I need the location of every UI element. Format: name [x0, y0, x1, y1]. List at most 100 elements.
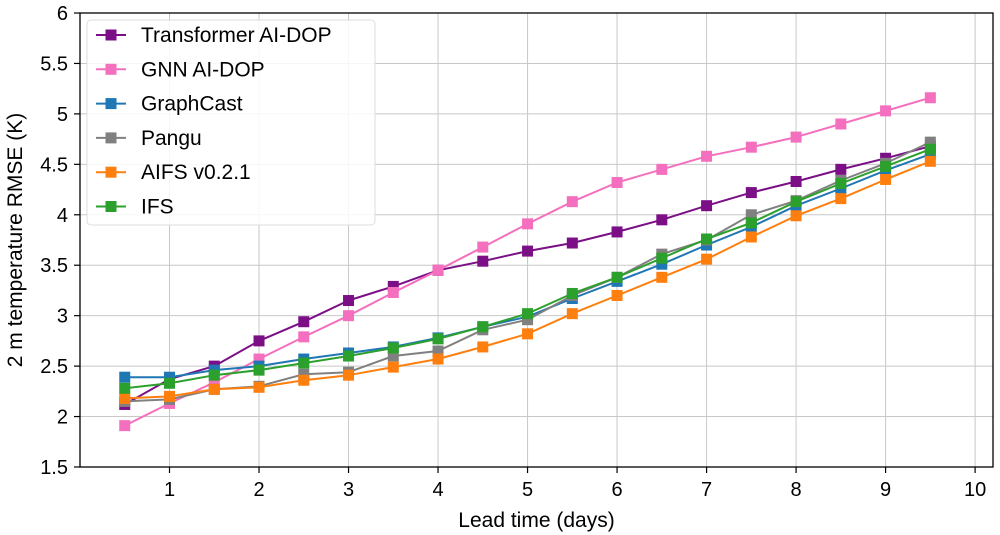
- data-point: [253, 381, 265, 393]
- data-point: [745, 141, 757, 153]
- legend: Transformer AI-DOP GNN AI-DOP GraphCast Pan…: [86, 19, 376, 226]
- data-point: [701, 253, 713, 265]
- data-point: [432, 345, 444, 357]
- data-point: [790, 131, 802, 143]
- data-point: [477, 341, 489, 353]
- data-point: [343, 310, 355, 322]
- legend-marker: [105, 63, 117, 75]
- x-tick-label: 9: [880, 479, 891, 501]
- legend-item: Transformer AI-DOP: [96, 24, 332, 47]
- data-point: [611, 226, 623, 238]
- data-point: [611, 289, 623, 301]
- legend-item: GNN AI-DOP: [96, 58, 265, 81]
- legend-label: AIFS v0.2.1: [141, 161, 251, 184]
- legend-box: [86, 19, 376, 226]
- data-point: [164, 371, 176, 383]
- data-point: [745, 187, 757, 199]
- y-tick-label: 5.5: [40, 53, 68, 75]
- legend-item: Pangu: [96, 127, 202, 150]
- data-point: [119, 382, 131, 394]
- data-point: [701, 150, 713, 162]
- data-point: [701, 233, 713, 245]
- data-point: [343, 295, 355, 307]
- data-point: [656, 214, 668, 226]
- data-point: [522, 308, 534, 320]
- data-point: [835, 118, 847, 130]
- data-point: [745, 209, 757, 221]
- x-tick-label: 10: [964, 479, 986, 501]
- legend-item: AIFS v0.2.1: [96, 161, 251, 184]
- data-point: [298, 331, 310, 343]
- data-point: [298, 374, 310, 386]
- legend-marker: [105, 132, 117, 144]
- x-tick-label: 8: [791, 479, 802, 501]
- data-point: [387, 286, 399, 298]
- y-axis: 1.5 2 2.5 3 3.5 4 4.5 5 5.5 6: [40, 3, 80, 479]
- legend-marker: [105, 98, 117, 110]
- data-point: [253, 335, 265, 347]
- data-point: [656, 258, 668, 270]
- data-point: [387, 350, 399, 362]
- data-point: [880, 173, 892, 185]
- data-point: [522, 314, 534, 326]
- y-tick-label: 3.5: [40, 255, 68, 277]
- legend-label: GraphCast: [141, 93, 243, 116]
- data-point: [790, 175, 802, 187]
- x-tick-label: 1: [164, 479, 175, 501]
- legend-marker: [105, 166, 117, 178]
- data-point: [611, 271, 623, 283]
- data-point: [745, 217, 757, 229]
- legend-label: Pangu: [141, 127, 202, 150]
- data-point: [298, 368, 310, 380]
- data-point: [790, 196, 802, 208]
- legend-marker: [105, 29, 117, 41]
- plot-frame: [79, 12, 994, 468]
- data-point: [387, 342, 399, 354]
- data-point: [477, 241, 489, 253]
- data-point: [924, 143, 936, 155]
- y-tick-label: 3: [57, 306, 68, 328]
- y-tick-label: 6: [57, 3, 68, 25]
- data-point: [522, 218, 534, 230]
- data-point: [119, 420, 131, 432]
- data-point: [790, 210, 802, 222]
- series-ifs: [119, 143, 936, 394]
- x-axis: 1 2 3 4 5 6 7 8 9 10: [164, 467, 986, 501]
- x-axis-title: Lead time (days): [458, 509, 614, 532]
- data-point: [387, 361, 399, 373]
- y-tick-label: 2: [57, 407, 68, 429]
- y-tick-label: 1.5: [40, 457, 68, 479]
- data-point: [566, 196, 578, 208]
- legend-label: GNN AI-DOP: [141, 58, 265, 81]
- x-tick-label: 5: [522, 479, 533, 501]
- series-aifs-v0-2-1: [119, 155, 936, 404]
- data-point: [343, 350, 355, 362]
- data-point: [164, 377, 176, 389]
- data-point: [656, 163, 668, 175]
- data-point: [656, 252, 668, 264]
- data-point: [745, 231, 757, 243]
- data-point: [924, 155, 936, 167]
- data-point: [119, 392, 131, 404]
- data-point: [164, 390, 176, 402]
- data-point: [432, 264, 444, 276]
- y-tick-label: 4.5: [40, 154, 68, 176]
- data-point: [522, 245, 534, 257]
- y-tick-label: 4: [57, 205, 68, 227]
- x-tick-label: 7: [701, 479, 712, 501]
- data-point: [432, 333, 444, 345]
- y-tick-label: 5: [57, 104, 68, 126]
- data-point: [880, 105, 892, 117]
- data-point: [566, 287, 578, 299]
- data-point: [343, 369, 355, 381]
- legend-item: IFS: [96, 196, 174, 219]
- legend-marker: [105, 201, 117, 212]
- x-tick-label: 6: [611, 479, 622, 501]
- data-point: [835, 178, 847, 190]
- data-point: [298, 357, 310, 369]
- data-point: [298, 316, 310, 328]
- data-point: [208, 383, 220, 395]
- data-point: [566, 237, 578, 249]
- data-point: [566, 308, 578, 320]
